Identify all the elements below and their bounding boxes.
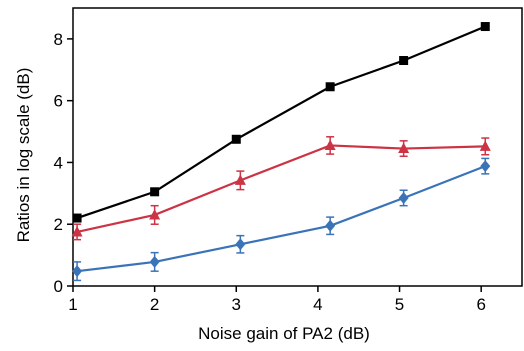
data-point-triangle bbox=[398, 142, 410, 154]
x-axis-label: Noise gain of PA2 (dB) bbox=[198, 324, 370, 343]
data-point-diamond bbox=[72, 265, 83, 278]
y-axis-label: Ratios in log scale (dB) bbox=[14, 68, 33, 243]
series-line bbox=[76, 165, 486, 273]
axis-ticks: 1 2 3 4 5 6 0 2 4 6 8 bbox=[54, 30, 486, 314]
data-point-square bbox=[399, 56, 409, 66]
y-tick-label: 4 bbox=[54, 153, 63, 172]
series-line bbox=[76, 144, 486, 234]
data-point-square bbox=[72, 213, 82, 223]
x-tick-label: 6 bbox=[476, 295, 485, 314]
y-tick-label: 0 bbox=[54, 277, 63, 296]
data-point-square bbox=[325, 82, 335, 92]
plot-frame bbox=[72, 7, 523, 287]
x-tick-label: 2 bbox=[150, 295, 159, 314]
series-line bbox=[76, 25, 486, 220]
data-point-diamond bbox=[480, 160, 491, 173]
series-1 bbox=[71, 136, 491, 241]
y-tick-label: 2 bbox=[54, 215, 63, 234]
data-point-triangle bbox=[324, 139, 336, 150]
series-0 bbox=[72, 22, 490, 223]
data-point-diamond bbox=[398, 191, 409, 204]
data-point-triangle bbox=[234, 174, 246, 185]
y-tick-label: 8 bbox=[54, 30, 63, 49]
x-tick-label: 4 bbox=[313, 295, 322, 314]
x-tick-label: 1 bbox=[68, 295, 77, 314]
x-tick-label: 5 bbox=[395, 295, 404, 314]
plot-border bbox=[72, 7, 523, 287]
data-point-square bbox=[150, 187, 160, 197]
data-point-square bbox=[231, 134, 241, 144]
data-point-triangle bbox=[149, 208, 161, 220]
data-point-diamond bbox=[235, 238, 246, 251]
data-point-triangle bbox=[479, 140, 491, 151]
series-layer bbox=[71, 22, 491, 282]
data-point-diamond bbox=[325, 219, 336, 232]
y-tick-label: 6 bbox=[54, 92, 63, 111]
data-point-triangle bbox=[71, 225, 83, 237]
x-tick-label: 3 bbox=[232, 295, 241, 314]
data-point-square bbox=[480, 22, 490, 32]
data-point-diamond bbox=[149, 255, 160, 268]
series-2 bbox=[72, 157, 491, 282]
